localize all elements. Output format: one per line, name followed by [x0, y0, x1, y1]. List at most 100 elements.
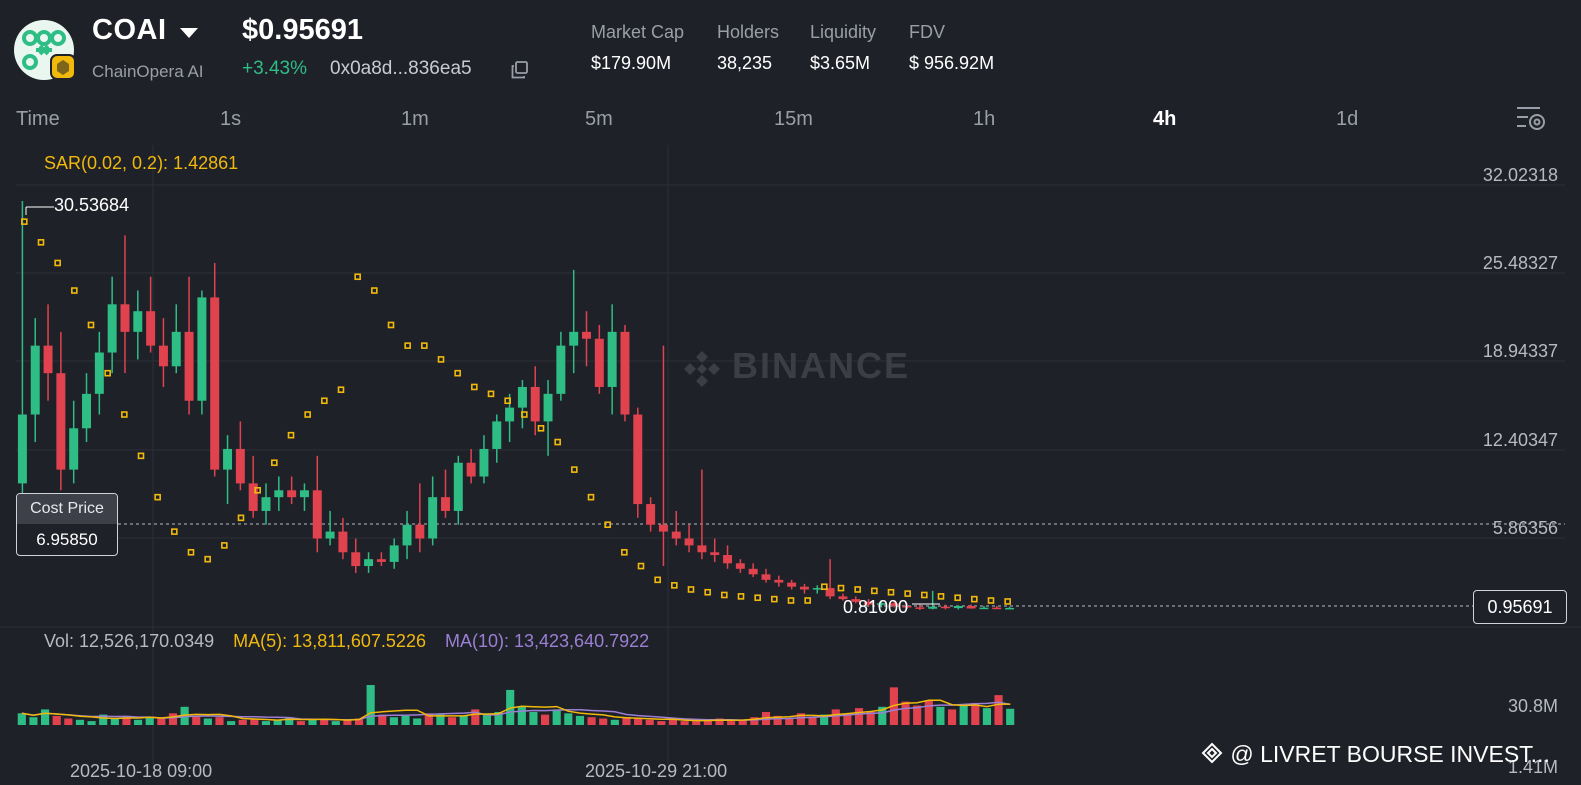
candle-body [992, 607, 1002, 610]
candle-body [235, 448, 245, 484]
volume-bar [87, 721, 96, 725]
volume-bar [715, 718, 724, 725]
current-price-marker: 0.95691 [1473, 590, 1567, 624]
volume-bar [122, 715, 131, 725]
candle-body [582, 331, 591, 339]
sar-dot [654, 576, 661, 584]
sar-dot [321, 397, 328, 405]
candle-body [171, 331, 181, 367]
candle-body [953, 606, 963, 609]
tab-1h[interactable]: 1h [973, 108, 996, 130]
candle-body [402, 524, 412, 546]
tab-1m[interactable]: 1m [401, 108, 429, 130]
candle-body [517, 386, 527, 408]
candle-body [966, 606, 976, 609]
volume-bar [564, 713, 573, 725]
chart-settings-icon[interactable] [1514, 103, 1548, 133]
price-chart-svg[interactable] [0, 145, 1581, 785]
volume-bar [227, 721, 236, 725]
sar-dot [354, 273, 361, 281]
sar-dot [204, 555, 211, 563]
sar-dot [104, 369, 111, 377]
tab-15m[interactable]: 15m [774, 108, 813, 130]
sar-dot [954, 594, 961, 602]
volume-bar [936, 706, 945, 725]
volume-bar [436, 714, 445, 725]
footer-watermark-text: @ LIVRET BOURSE INVEST... [1230, 741, 1550, 767]
volume-bar [134, 719, 143, 725]
sar-dot [54, 259, 61, 267]
sar-dot [504, 397, 511, 405]
candle-body [876, 603, 886, 605]
volume-bar [622, 717, 631, 725]
stat-label: Holders [717, 22, 780, 42]
stat-label: Liquidity [810, 22, 877, 42]
sar-dot [837, 584, 845, 592]
candle-body [30, 345, 40, 415]
sar-dot [187, 548, 195, 556]
volume-bar [29, 717, 38, 725]
volume-bar [157, 718, 166, 725]
chevron-down-icon[interactable] [180, 28, 198, 38]
timeframe-time-label[interactable]: Time [16, 108, 60, 130]
volume-bar [599, 718, 608, 725]
volume-bar [680, 721, 689, 725]
candle-body [56, 373, 66, 470]
volume-bar [959, 705, 968, 725]
candle-body [146, 311, 156, 346]
candle-body [812, 588, 822, 590]
tab-5m[interactable]: 5m [585, 108, 613, 130]
volume-bar [215, 717, 224, 725]
copy-icon[interactable] [510, 60, 530, 80]
tab-1s[interactable]: 1s [220, 108, 242, 130]
volume-value: Vol: 12,526,170.0349 [44, 631, 215, 651]
stat-fdv: FDV $ 956.92M [909, 22, 994, 74]
sar-dot [404, 342, 411, 349]
candle-body [941, 606, 950, 609]
volume-tick: 30.8M [1507, 696, 1558, 716]
cost-price-value: 6.95850 [36, 530, 98, 549]
volume-bar [482, 713, 491, 725]
sar-dot [821, 583, 828, 591]
volume-bar [99, 714, 108, 725]
volume-tick: 1.41M [1507, 757, 1558, 777]
sar-dot [971, 595, 978, 603]
candle-body [851, 599, 861, 602]
sar-dot [287, 431, 295, 439]
volume-bar [238, 719, 247, 725]
candle-body [902, 606, 912, 608]
candle-body [799, 586, 809, 590]
sar-dot [71, 287, 78, 294]
candle-body [915, 607, 925, 609]
tab-1d[interactable]: 1d [1336, 108, 1359, 130]
volume-bar [634, 718, 643, 725]
token-logo [14, 20, 74, 80]
sar-dot [871, 587, 878, 595]
tab-4h[interactable]: 4h [1153, 108, 1177, 130]
candle-body [710, 552, 720, 556]
candle-body [376, 559, 386, 562]
x-date-label: 2025-10-29 21:00 [585, 761, 728, 781]
candle-body [299, 490, 309, 498]
volume-bar [529, 712, 538, 725]
volume-bar [913, 705, 922, 725]
timeframe-bar: Time 1s 1m 5m 15m 1h 4h 1d [0, 100, 1581, 140]
volume-bar [366, 685, 375, 725]
volume-bar [727, 721, 736, 725]
token-header: COAI ChainOpera AI $0.95691 +3.43% 0x0a8… [0, 0, 1581, 95]
candle-body [351, 552, 361, 567]
sar-dot [471, 383, 478, 391]
chart-area[interactable]: SAR(0.02, 0.2): 1.42861 BINANCE 32.02318… [0, 145, 1581, 785]
sar-indicator-label: SAR(0.02, 0.2): 1.42861 [44, 153, 239, 173]
stat-value: $3.65M [810, 53, 871, 73]
token-ticker[interactable]: COAI [92, 14, 167, 46]
volume-bar [296, 721, 305, 725]
sar-dot [454, 369, 461, 377]
volume-bar [947, 709, 957, 725]
chain-badge-icon [50, 54, 76, 80]
candle-body [671, 531, 681, 539]
candle-body [428, 497, 438, 539]
sar-dot [771, 595, 778, 603]
candle-body [287, 490, 297, 498]
volume-bar [250, 718, 259, 725]
